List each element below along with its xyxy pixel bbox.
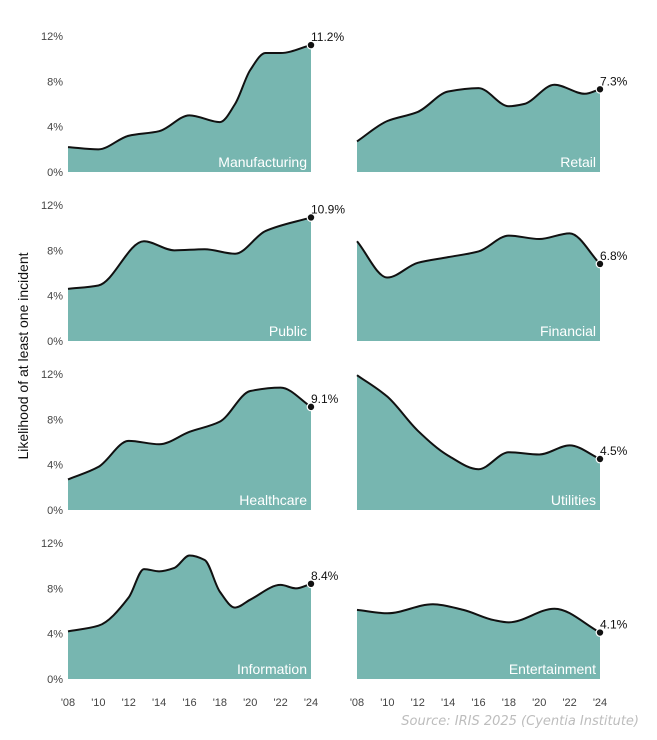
panel-label-retail: Retail xyxy=(560,154,596,170)
endpoint-information xyxy=(306,579,316,589)
endpoint-public xyxy=(306,213,316,222)
y-tick-label: 0% xyxy=(47,167,63,179)
panel-label-financial: Financial xyxy=(540,323,596,339)
line-entertainment xyxy=(356,603,601,634)
y-tick-label: 8% xyxy=(47,76,63,88)
y-tick-label: 8% xyxy=(47,245,63,257)
area-healthcare xyxy=(68,387,311,510)
y-tick-label: 4% xyxy=(47,629,63,641)
panel-utilities: 4.5% Utilities xyxy=(356,374,628,510)
y-tick-label: 12% xyxy=(41,200,63,212)
y-tick-label: 4% xyxy=(47,291,63,303)
x-tick-label: '14 xyxy=(152,697,166,709)
line-utilities xyxy=(356,374,601,471)
y-axis-label: Likelihood of at least one incident xyxy=(15,252,31,459)
end-label-public: 10.9% xyxy=(311,202,345,216)
x-tick-label: '12 xyxy=(411,697,425,709)
end-label-information: 8.4% xyxy=(311,569,339,583)
panels-layer: 11.2% Manufacturing 7.3% Retail 10.9% Public 6… xyxy=(67,30,628,679)
panel-financial: 6.8% Financial xyxy=(356,232,628,341)
area-manufacturing xyxy=(68,45,311,172)
y-tick-label: 0% xyxy=(47,336,63,348)
y-tick-label: 4% xyxy=(47,122,63,134)
end-label-financial: 6.8% xyxy=(600,249,628,263)
panel-public: 10.9% Public xyxy=(67,202,345,341)
end-label-retail: 7.3% xyxy=(600,74,628,88)
line-financial xyxy=(356,232,601,279)
endpoint-utilities xyxy=(595,454,605,464)
line-manufacturing xyxy=(67,44,312,151)
x-tick-label: '10 xyxy=(380,697,394,709)
x-tick-label: '22 xyxy=(562,697,576,709)
x-tick-label: '20 xyxy=(532,697,546,709)
panel-label-entertainment: Entertainment xyxy=(509,661,596,677)
y-tick-label: 8% xyxy=(47,414,63,426)
x-tick-label: '12 xyxy=(122,697,136,709)
panel-information: 8.4% Information xyxy=(67,554,339,679)
panel-entertainment: 4.1% Entertainment xyxy=(356,603,628,679)
area-information xyxy=(68,555,311,679)
y-tick-label: 0% xyxy=(47,505,63,517)
end-label-manufacturing: 11.2% xyxy=(311,30,344,44)
panel-label-manufacturing: Manufacturing xyxy=(218,154,307,170)
x-tick-label: '08 xyxy=(350,697,364,709)
endpoint-financial xyxy=(595,259,605,269)
source-note: Source: IRIS 2025 (Cyentia Institute) xyxy=(401,714,639,729)
line-healthcare xyxy=(67,386,312,481)
x-tick-label: '10 xyxy=(91,697,105,709)
x-tick-label: '18 xyxy=(213,697,227,709)
panel-label-public: Public xyxy=(269,323,307,339)
panel-label-information: Information xyxy=(237,661,307,677)
line-information xyxy=(67,554,312,633)
area-financial xyxy=(357,233,600,341)
area-public xyxy=(68,217,311,341)
y-tick-label: 4% xyxy=(47,460,63,472)
end-label-healthcare: 9.1% xyxy=(311,392,339,406)
y-tick-label: 12% xyxy=(41,538,63,550)
panel-label-healthcare: Healthcare xyxy=(239,492,307,508)
x-tick-label: '24 xyxy=(593,697,607,709)
panel-healthcare: 9.1% Healthcare xyxy=(67,386,339,510)
x-tick-label: '14 xyxy=(441,697,455,709)
ticks-layer: 0% 4% 8% 12% 0% 4% 8% 12% 0% 4% 8% 12% 0% 4% 8% 12% '08 '… xyxy=(41,31,607,709)
panel-retail: 7.3% Retail xyxy=(356,74,628,172)
x-tick-label: '18 xyxy=(502,697,516,709)
area-entertainment xyxy=(357,604,600,679)
x-tick-label: '08 xyxy=(61,697,75,709)
x-tick-label: '20 xyxy=(243,697,257,709)
area-utilities xyxy=(357,375,600,510)
endpoint-manufacturing xyxy=(306,40,316,50)
y-tick-label: 12% xyxy=(41,369,63,381)
y-tick-label: 0% xyxy=(47,674,63,686)
endpoint-retail xyxy=(595,84,605,94)
x-tick-label: '22 xyxy=(273,697,287,709)
line-retail xyxy=(356,83,601,143)
end-label-utilities: 4.5% xyxy=(600,444,628,458)
line-public xyxy=(67,216,312,290)
end-label-entertainment: 4.1% xyxy=(600,618,628,632)
endpoint-healthcare xyxy=(306,402,316,412)
area-retail xyxy=(357,84,600,172)
y-tick-label: 12% xyxy=(41,31,63,43)
x-tick-label: '16 xyxy=(182,697,196,709)
panel-manufacturing: 11.2% Manufacturing xyxy=(67,30,344,172)
x-tick-label: '24 xyxy=(304,697,318,709)
y-tick-label: 8% xyxy=(47,583,63,595)
endpoint-entertainment xyxy=(595,628,605,637)
panel-label-utilities: Utilities xyxy=(551,492,596,508)
x-tick-label: '16 xyxy=(471,697,485,709)
